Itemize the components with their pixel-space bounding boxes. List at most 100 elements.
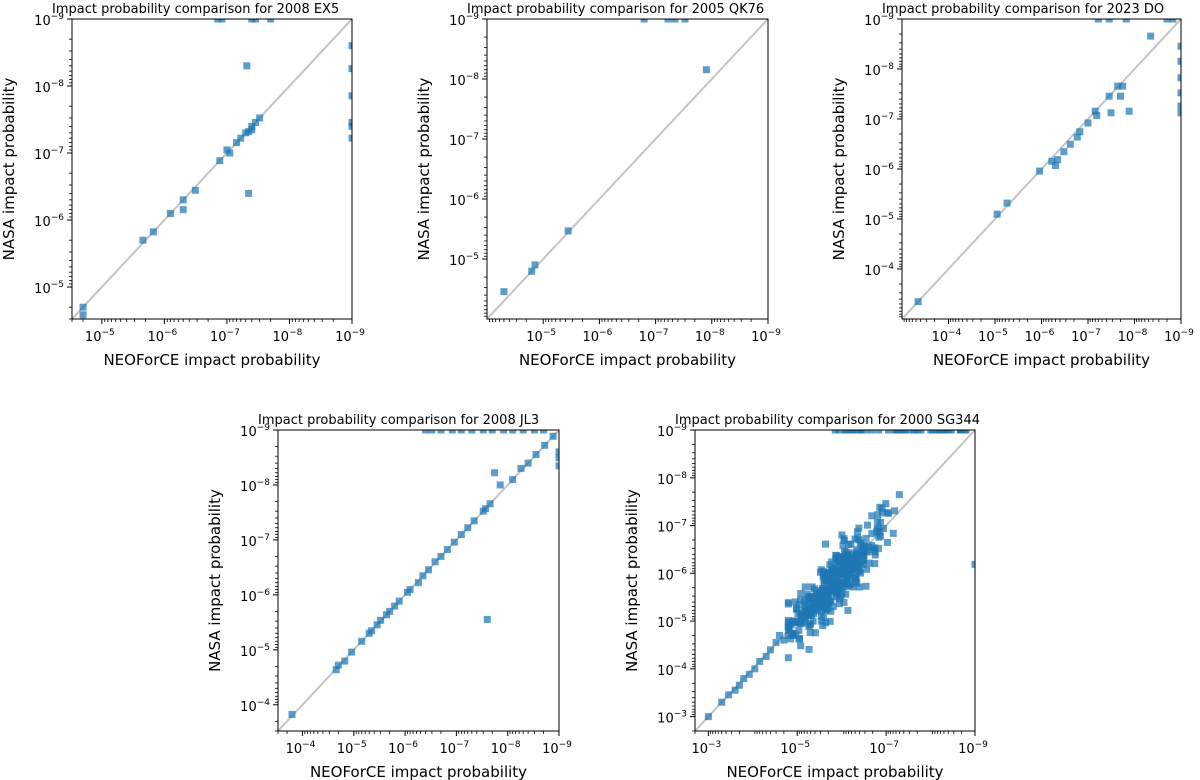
data-point xyxy=(796,634,804,642)
x-tick-label: 10−8 xyxy=(695,328,725,345)
data-point xyxy=(267,19,275,23)
data-point xyxy=(214,19,222,23)
data-point xyxy=(348,648,356,656)
data-point xyxy=(840,536,848,544)
x-axis-label: NEOForCE impact probability xyxy=(933,351,1150,369)
data-point xyxy=(820,579,828,587)
data-point xyxy=(500,288,508,296)
data-point xyxy=(437,430,445,434)
data-point xyxy=(1094,19,1102,23)
data-point xyxy=(428,430,436,434)
data-point xyxy=(836,566,844,574)
data-point xyxy=(803,590,811,598)
data-point xyxy=(424,566,432,574)
x-tick-label: 10−7 xyxy=(439,740,469,757)
chart-title: Impact probability comparison for 2008 E… xyxy=(52,2,339,17)
data-point xyxy=(797,589,805,597)
data-point xyxy=(1048,157,1056,165)
data-point xyxy=(1169,19,1177,23)
data-point xyxy=(797,642,805,650)
data-point xyxy=(528,267,536,275)
x-tick-label: 10−4 xyxy=(286,740,316,757)
data-point xyxy=(856,541,864,549)
axes-frame xyxy=(277,429,560,732)
data-point xyxy=(1177,109,1181,117)
data-point xyxy=(509,476,517,484)
data-point xyxy=(341,657,349,665)
data-point xyxy=(941,430,949,434)
x-axis-label: NEOForCE impact probability xyxy=(310,763,527,780)
y-tick-label: 10−6 xyxy=(864,162,894,179)
data-point xyxy=(555,454,559,462)
data-point xyxy=(1093,111,1101,119)
data-point xyxy=(854,534,862,542)
data-point xyxy=(470,517,478,525)
x-tick-label: 10−9 xyxy=(1164,328,1194,345)
y-axis-label: NASA impact probability xyxy=(206,489,224,672)
chart-panel-1: 10−5 10−6 10−7 10−8 10−9 10−5 10−6 10−7 10−8 10−9… xyxy=(0,2,365,369)
data-point xyxy=(532,451,540,459)
data-point xyxy=(1177,57,1181,65)
data-point xyxy=(373,621,381,629)
points-group xyxy=(79,19,352,319)
data-point xyxy=(555,448,559,456)
data-point xyxy=(395,597,403,605)
data-point xyxy=(927,430,935,434)
data-point xyxy=(874,544,882,552)
data-point xyxy=(1117,92,1125,100)
data-point xyxy=(826,617,834,625)
data-point xyxy=(861,430,869,434)
data-point xyxy=(911,430,919,434)
data-point xyxy=(368,627,376,635)
data-point xyxy=(860,542,868,550)
data-point xyxy=(868,541,876,549)
data-point xyxy=(531,261,539,269)
data-point xyxy=(838,531,846,539)
data-point xyxy=(1114,82,1122,90)
data-point xyxy=(179,206,187,214)
data-point xyxy=(358,637,366,645)
data-point xyxy=(813,587,821,595)
chart-title: Impact probability comparison for 2000 S… xyxy=(675,413,980,428)
data-point xyxy=(840,598,848,606)
data-point xyxy=(702,66,710,74)
y-axis-label: NASA impact probability xyxy=(830,78,848,261)
data-point xyxy=(519,430,527,434)
y-tick-label: 10−5 xyxy=(449,252,479,269)
data-point xyxy=(823,589,831,597)
data-point xyxy=(935,430,943,434)
data-point xyxy=(414,579,422,587)
data-point xyxy=(849,583,857,591)
y-axis-label: NASA impact probability xyxy=(415,78,433,261)
data-point xyxy=(809,610,817,618)
data-point xyxy=(848,549,856,557)
data-point xyxy=(863,521,871,529)
chart-panel-4: 10−4 10−5 10−6 10−7 10−8 10−9 10−4 10−5 10−6 10−7… xyxy=(206,413,572,780)
data-point xyxy=(855,524,863,532)
data-point xyxy=(149,228,157,236)
data-point xyxy=(796,596,804,604)
x-tick-label: 10−6 xyxy=(388,740,418,757)
points-group xyxy=(288,430,559,718)
y-tick-label: 10−6 xyxy=(657,566,687,583)
data-point xyxy=(488,430,496,434)
data-point xyxy=(640,19,648,23)
data-point xyxy=(745,670,753,678)
data-point xyxy=(348,65,352,73)
data-point xyxy=(1003,199,1011,207)
chart-panel-5: 10−3 10−5 10−7 10−9 10−3 10−4 10−5 10−6 10−7 10−8… xyxy=(623,413,988,780)
data-point xyxy=(348,134,352,142)
data-point xyxy=(1054,156,1062,164)
data-point xyxy=(797,614,805,622)
data-point xyxy=(827,607,835,615)
chart-panel-3: 10−4 10−5 10−6 10−7 10−8 10−9 10−4 10−5 10−6 10−7… xyxy=(830,2,1194,369)
data-point xyxy=(883,509,891,517)
data-point xyxy=(809,595,817,603)
data-point xyxy=(718,698,726,706)
data-point xyxy=(664,19,672,23)
data-point xyxy=(847,574,855,582)
data-point xyxy=(251,118,259,126)
data-point xyxy=(800,607,808,615)
data-point xyxy=(332,666,340,674)
data-point xyxy=(233,139,241,147)
